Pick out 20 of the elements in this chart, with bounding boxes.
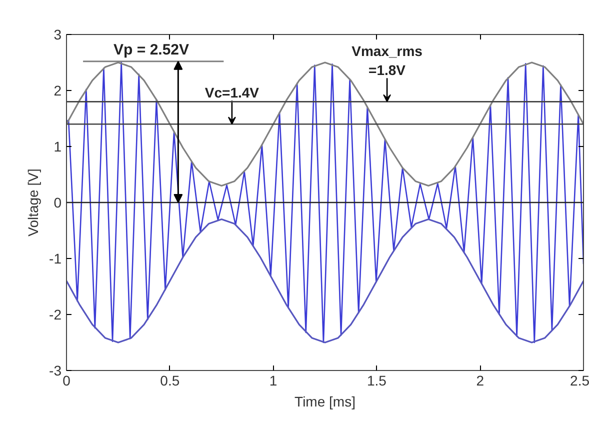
ref-line-label: Vmax_rms =1.8V <box>352 42 423 78</box>
x-tick-label: 0.5 <box>160 372 180 388</box>
y-tick-label: 0 <box>54 194 62 210</box>
x-tick-label: 2.5 <box>570 372 589 388</box>
x-tick-label: 2 <box>476 372 484 388</box>
line-series <box>66 62 584 186</box>
y-tick-label: -3 <box>49 362 62 378</box>
y-tick-label: 1 <box>54 138 62 154</box>
ref-line-label: Vc=1.4V <box>204 84 260 101</box>
x-tick-label: 1.5 <box>366 372 387 388</box>
ref-line-label: Vp = 2.52V <box>114 42 190 59</box>
line-series <box>66 218 584 344</box>
line-series <box>66 62 584 344</box>
y-tick-label: -2 <box>49 306 62 322</box>
x-tick-label: 1 <box>269 372 278 388</box>
y-axis-title: Voltage [V] <box>25 168 42 236</box>
y-tick-label: 2 <box>54 82 62 98</box>
y-tick-label: -1 <box>49 250 62 266</box>
x-axis-title: Time [ms] <box>294 394 356 410</box>
y-tick-label: 3 <box>54 26 62 42</box>
